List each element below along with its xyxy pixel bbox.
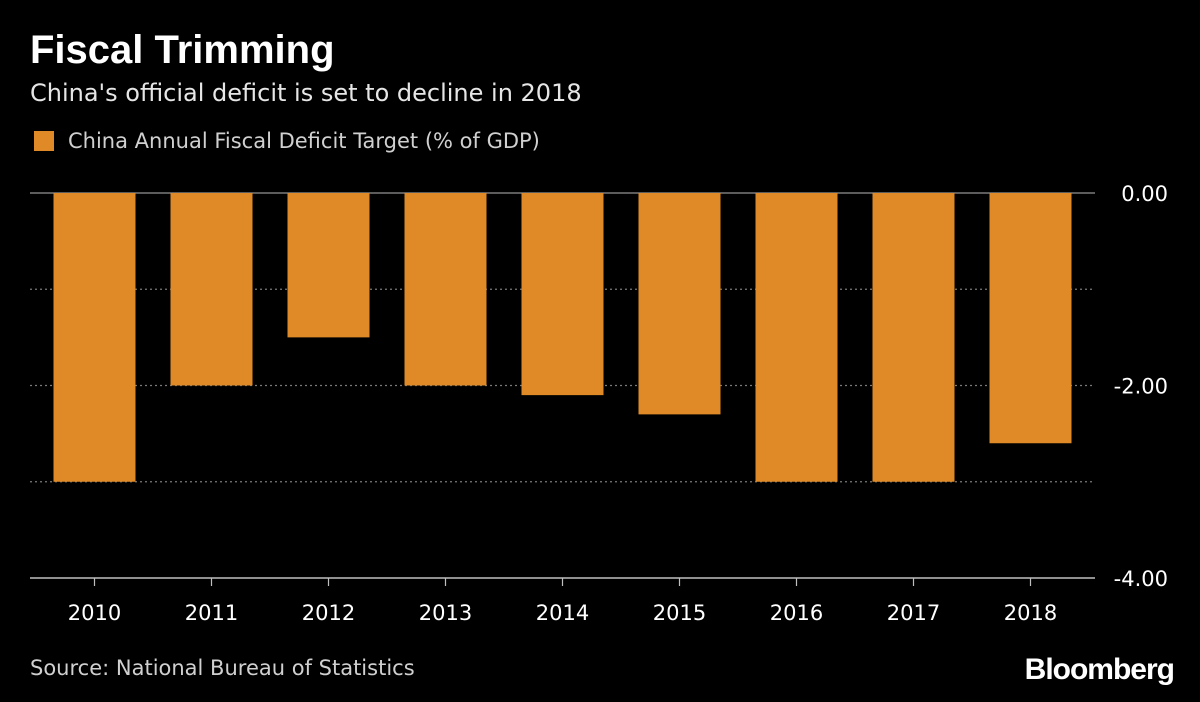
- y-tick-label: -2.00: [1114, 375, 1168, 399]
- bar-2010: [53, 193, 136, 482]
- x-tick-label: 2017: [887, 601, 940, 625]
- legend: China Annual Fiscal Deficit Target (% of…: [34, 126, 540, 156]
- bar-2014: [521, 193, 604, 396]
- x-tick-label: 2018: [1004, 601, 1057, 625]
- bar-2011: [170, 193, 253, 386]
- x-tick-label: 2011: [185, 601, 238, 625]
- legend-swatch: [34, 131, 54, 151]
- chart-subtitle: China's official deficit is set to decli…: [30, 79, 582, 107]
- bar-2017: [872, 193, 955, 482]
- bar-2016: [755, 193, 838, 482]
- bar-2013: [404, 193, 487, 386]
- bloomberg-logo: Bloomberg: [1024, 653, 1175, 686]
- bar-2012: [287, 193, 370, 338]
- x-tick-label: 2013: [419, 601, 472, 625]
- y-tick-label: -4.00: [1114, 567, 1168, 591]
- bar-2015: [638, 193, 721, 415]
- x-tick-label: 2014: [536, 601, 589, 625]
- y-tick-label: 0.00: [1121, 182, 1168, 206]
- legend-label: China Annual Fiscal Deficit Target (% of…: [68, 129, 540, 153]
- x-tick-label: 2012: [302, 601, 355, 625]
- x-tick-label: 2015: [653, 601, 706, 625]
- x-tick-label: 2010: [68, 601, 121, 625]
- x-tick-label: 2016: [770, 601, 823, 625]
- source-note: Source: National Bureau of Statistics: [30, 656, 415, 680]
- bar-2018: [989, 193, 1072, 444]
- chart-title: Fiscal Trimming: [30, 28, 335, 72]
